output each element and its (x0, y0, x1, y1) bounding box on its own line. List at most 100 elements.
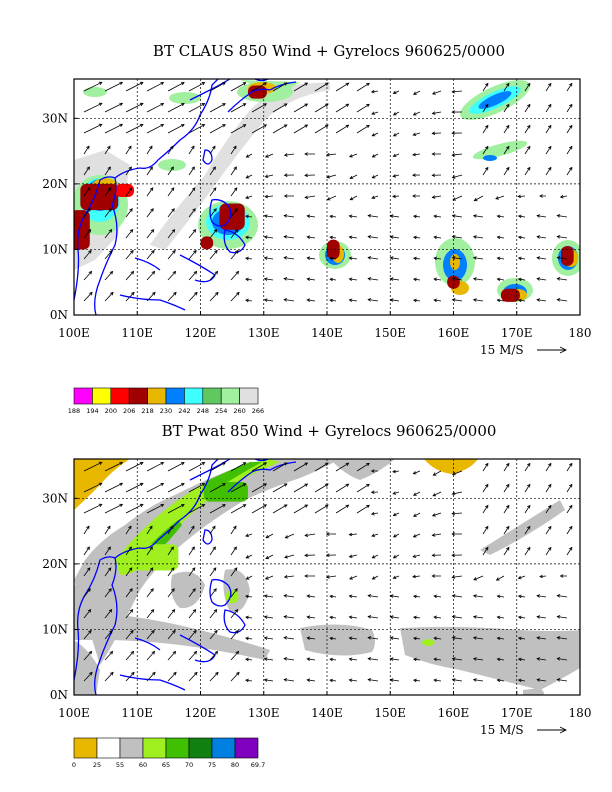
wind-vector (348, 615, 358, 619)
wind-vector (272, 504, 288, 514)
wind-vector (104, 525, 111, 535)
wind-vector (370, 490, 379, 494)
colorbar-label: 266 (252, 407, 264, 415)
wind-vector (503, 504, 510, 514)
wind-vector (245, 533, 253, 537)
wind-vector (412, 173, 421, 177)
wind-vector (517, 594, 526, 599)
wind-vector (209, 650, 219, 661)
wind-vector (389, 594, 400, 598)
colorbar-label: 206 (123, 407, 135, 415)
wind-vector (503, 462, 510, 472)
wind-vector (566, 483, 573, 493)
wind-vector (413, 235, 421, 240)
wind-vector (263, 214, 274, 218)
wind-vector (167, 671, 177, 682)
wind-vector (125, 102, 144, 113)
wind-vector (539, 574, 547, 579)
wind-vector (451, 657, 463, 661)
panel-claus: BT CLAUS 850 Wind + Gyrelocs 960625/0000 (42, 42, 591, 415)
wind-vector (433, 657, 442, 662)
wind-vector (545, 462, 552, 472)
wind-vector (263, 298, 274, 302)
x-tick-label: 120E (185, 326, 217, 340)
wind-vector (146, 145, 153, 155)
wind-vector (230, 671, 240, 682)
wind-vector (348, 298, 358, 302)
wind-vector (496, 594, 505, 599)
panel-pwat: BT Pwat 850 Wind + Gyrelocs 960625/0000 (42, 422, 591, 769)
wind-vector (264, 174, 274, 179)
wind-vector (536, 594, 547, 598)
wind-vector (251, 124, 268, 134)
wind-vector (545, 525, 552, 535)
wind-vector (167, 103, 185, 113)
wind-vector (83, 503, 103, 514)
wind-vector (167, 608, 176, 619)
wind-vector (431, 533, 442, 537)
wind-vector (209, 629, 218, 640)
wind-vector (412, 132, 421, 137)
wind-vector (413, 277, 421, 282)
claus-grey-band (150, 82, 330, 250)
wind-vector (503, 166, 510, 176)
wind-vector (517, 298, 526, 303)
wind-vector (482, 166, 489, 176)
wind-vector (392, 90, 400, 95)
wind-vector (349, 174, 358, 179)
wind-vector (389, 615, 400, 619)
wind-vector (566, 504, 573, 514)
wind-vector (283, 575, 295, 579)
wind-vector (413, 657, 421, 662)
wind-vector (230, 166, 237, 176)
colorbar: 0 25 55 60 65 70 75 80 69.7 (72, 737, 265, 769)
wind-vector (517, 575, 526, 580)
wind-vector (348, 657, 358, 661)
wind-vector (370, 511, 379, 516)
wind-vector (283, 615, 295, 619)
wind-vector (539, 194, 547, 198)
wind-vector (230, 103, 247, 113)
wind-vector (413, 636, 421, 641)
pwat-orange-area (74, 459, 130, 510)
wind-vector (433, 615, 442, 620)
wind-vector (433, 636, 442, 641)
wind-vector (413, 678, 421, 683)
y-tick-label: 20N (42, 557, 68, 571)
wind-vector (482, 124, 489, 134)
wind-vector (367, 298, 379, 302)
wind-vector (283, 657, 295, 661)
wind-vector (389, 657, 400, 661)
wind-vector (482, 546, 489, 556)
x-tick-label: 130E (248, 706, 280, 720)
field-cell (447, 275, 460, 289)
wind-vector (524, 124, 531, 134)
wind-vector (392, 575, 400, 579)
wind-vector (412, 574, 421, 579)
wind-vector (245, 277, 253, 282)
wind-vector (272, 483, 288, 493)
wind-vector (146, 671, 156, 682)
wind-vector (556, 256, 568, 260)
wind-vector (283, 678, 295, 682)
wind-vector (431, 152, 442, 156)
wind-vector (431, 111, 442, 115)
wind-vector (472, 678, 484, 682)
wind-vector (329, 678, 337, 683)
wind-vector (566, 124, 573, 134)
wind-vector (230, 270, 240, 281)
pwat-grey-band (74, 640, 100, 695)
wind-vector (370, 89, 379, 94)
wind-vector (188, 228, 197, 239)
wind-vector (83, 629, 92, 640)
colorbar-label: 60 (139, 761, 147, 769)
field-cell (327, 239, 340, 260)
wind-vector (431, 90, 442, 95)
wind-vector (545, 166, 552, 176)
wind-vector (496, 235, 505, 240)
field-cell (200, 236, 214, 250)
wind-vector (83, 166, 90, 176)
wind-vector (536, 277, 547, 281)
wind-vector (314, 103, 329, 113)
wind-vector (104, 291, 114, 302)
